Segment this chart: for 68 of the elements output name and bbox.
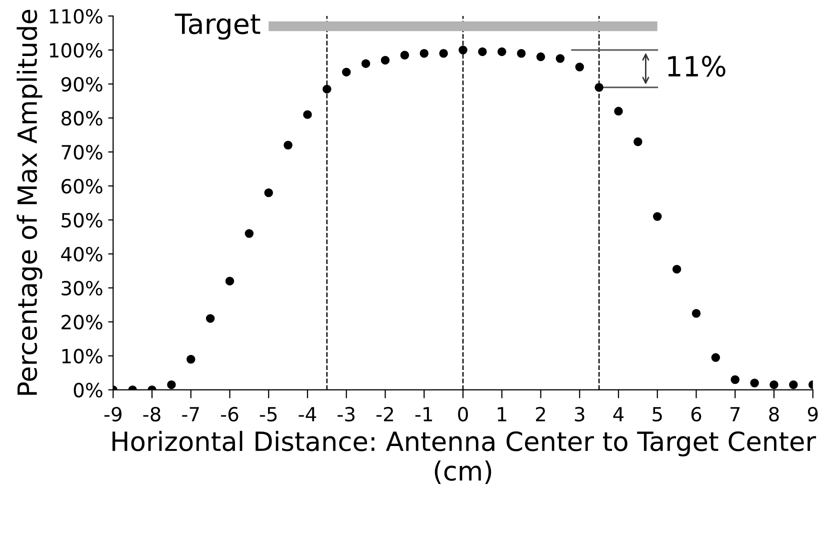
- y-tick-label: 70%: [62, 144, 102, 160]
- point: [380, 56, 390, 65]
- point: [420, 49, 428, 58]
- point: [516, 49, 526, 58]
- x-tick-label: 6: [691, 406, 702, 422]
- point: [284, 140, 292, 150]
- x-tick-label: 0: [458, 406, 468, 422]
- point: [186, 354, 196, 364]
- y-tick-label: 80%: [62, 110, 102, 126]
- annotation: 11%: [668, 56, 726, 77]
- point: [167, 380, 176, 390]
- y-tick-label: 90%: [61, 76, 102, 92]
- x-tick-label: 5: [652, 407, 662, 422]
- point: [478, 47, 487, 56]
- x-tick-label: 4: [613, 407, 624, 422]
- x-tick-label: 2: [536, 406, 545, 422]
- point: [614, 106, 623, 116]
- x-tick-label: -7: [182, 407, 199, 422]
- point: [652, 212, 662, 221]
- y-tick-label: 50%: [62, 212, 102, 228]
- point: [594, 83, 604, 92]
- point: [672, 264, 682, 274]
- y-tick-label: 100%: [50, 42, 102, 58]
- point: [439, 49, 448, 58]
- point: [206, 314, 215, 323]
- point: [634, 137, 642, 146]
- point: [322, 84, 332, 94]
- point: [303, 110, 312, 119]
- y-tick-label: 0%: [74, 382, 102, 398]
- point: [536, 52, 546, 62]
- point: [730, 375, 740, 384]
- y-tick-label: 20%: [62, 314, 102, 330]
- y-tick-label: 110%: [50, 8, 102, 24]
- x-tick-label: 3: [574, 406, 584, 422]
- x-tick-label: -4: [298, 407, 316, 422]
- point: [361, 59, 370, 68]
- x-tick-label: -8: [143, 406, 160, 422]
- series-label: Target: [174, 14, 260, 40]
- y-tick-label: 40%: [61, 246, 102, 262]
- x-tick-label: -2: [376, 406, 393, 422]
- x-tick-label: 7: [730, 407, 740, 422]
- x-tick-label: -6: [221, 406, 238, 422]
- point: [556, 54, 565, 63]
- x-tick-label: 9: [808, 406, 818, 422]
- y-tick-label: 60%: [62, 178, 102, 194]
- y-axis-title: Percentage of Max Amplitude: [16, 10, 42, 395]
- x-axis-title: Horizontal Distance: Antenna Center to Target Center (cm): [112, 430, 816, 484]
- x-tick-label: -3: [338, 406, 355, 422]
- x-tick-label: -9: [104, 406, 122, 422]
- point: [342, 68, 351, 76]
- point: [575, 62, 584, 72]
- point: [692, 308, 701, 318]
- x-tick-label: 1: [498, 407, 506, 422]
- x-tick-label: 8: [769, 406, 779, 422]
- y-tick-label: 30%: [62, 280, 102, 296]
- x-tick-label: -5: [260, 407, 277, 422]
- point: [458, 46, 468, 54]
- point: [400, 50, 410, 60]
- y-tick-label: 10%: [62, 348, 102, 364]
- point: [770, 380, 778, 390]
- x-tick-label: -1: [415, 407, 432, 422]
- point: [264, 188, 273, 198]
- point: [498, 47, 506, 56]
- point: [244, 229, 254, 238]
- point: [225, 276, 234, 286]
- point: [750, 378, 759, 388]
- point: [789, 380, 798, 390]
- point: [711, 353, 720, 362]
